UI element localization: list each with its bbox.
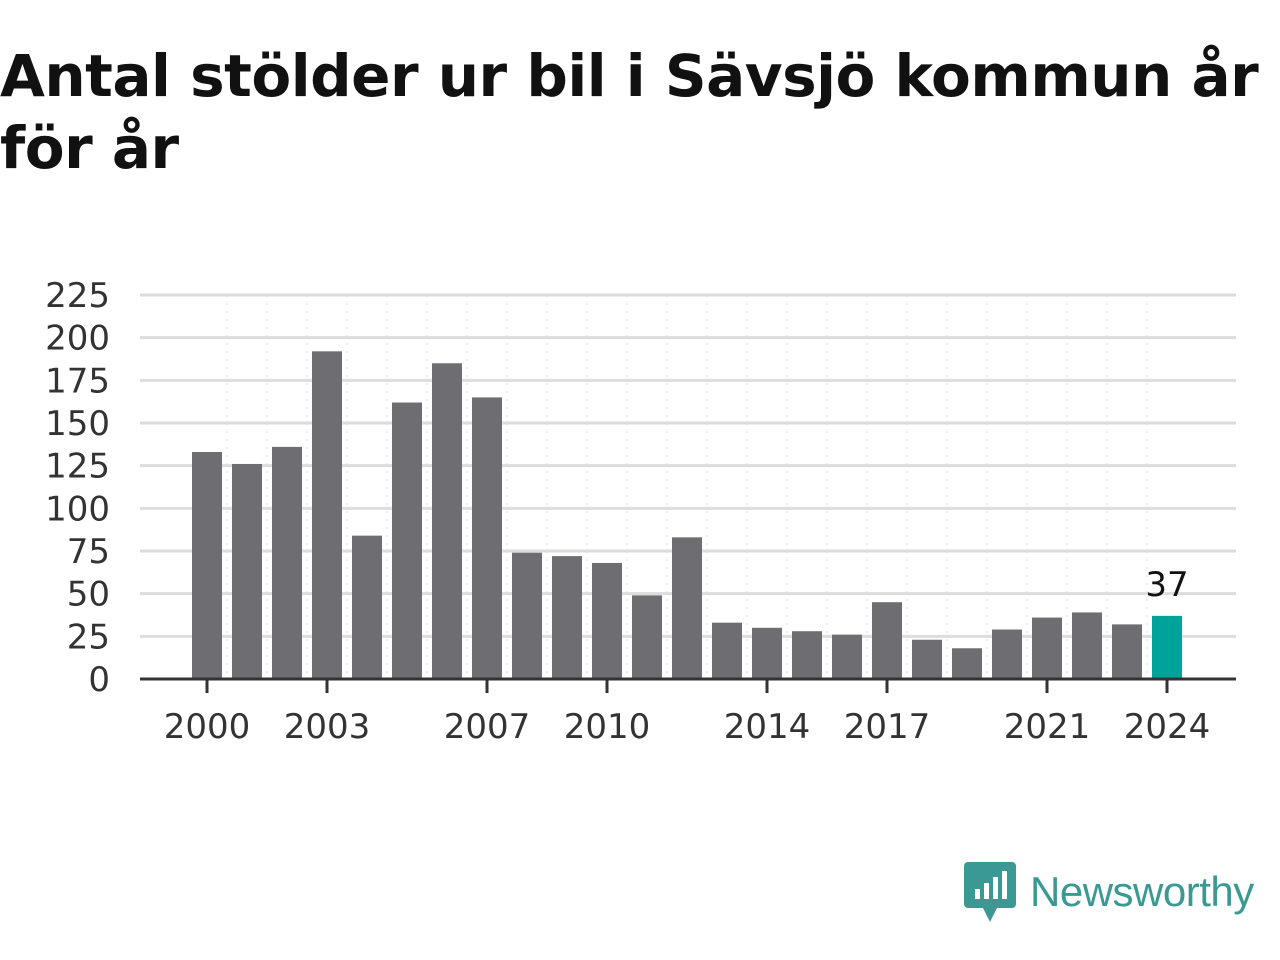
bar-2019 (952, 648, 982, 679)
y-tick-label: 50 (67, 575, 110, 615)
bar-2001 (232, 463, 262, 679)
y-tick-label: 125 (45, 447, 110, 487)
bar-2023 (1112, 624, 1142, 679)
bar-2013 (712, 622, 742, 679)
x-tick-label: 2000 (164, 707, 251, 747)
bar-2020 (992, 629, 1022, 679)
bar-2022 (1072, 612, 1102, 679)
bar-2005 (392, 402, 422, 679)
bar-2002 (272, 446, 302, 679)
x-tick-label: 2007 (444, 707, 531, 747)
bar-2009 (552, 556, 582, 679)
bar-2006 (432, 363, 462, 679)
bar-2010 (592, 562, 622, 679)
bar-2017 (872, 602, 902, 679)
brand-name: Newsworthy (1030, 868, 1254, 915)
x-tick-label: 2021 (1004, 707, 1091, 747)
bars (192, 351, 1182, 679)
bar-2015 (792, 631, 822, 679)
bar-2024 (1152, 615, 1182, 679)
bar-2012 (672, 537, 702, 679)
bar-2021 (1032, 617, 1062, 679)
y-tick-label: 75 (67, 532, 110, 572)
bar-2000 (192, 452, 222, 679)
bar-2014 (752, 627, 782, 679)
bar-2007 (472, 397, 502, 679)
bar-2004 (352, 535, 382, 679)
y-tick-label: 25 (67, 617, 110, 657)
bar-2018 (912, 639, 942, 679)
y-tick-label: 200 (45, 319, 110, 359)
newsworthy-logo-icon (964, 862, 1016, 922)
bar-2016 (832, 634, 862, 679)
x-tick-label: 2014 (724, 707, 811, 747)
bar-2003 (312, 351, 342, 679)
brand-logo: Newsworthy (964, 862, 1254, 922)
y-tick-label: 0 (88, 660, 110, 700)
bar-2011 (632, 595, 662, 679)
x-tick-label: 2024 (1124, 707, 1211, 747)
x-tick-label: 2017 (844, 707, 931, 747)
x-tick-label: 2003 (284, 707, 371, 747)
data-label: 37 (1145, 565, 1188, 605)
bar-2008 (512, 552, 542, 679)
chart-title: Antal stölder ur bil i Sävsjö kommun år … (0, 42, 1259, 182)
y-tick-label: 225 (45, 276, 110, 316)
y-tick-label: 175 (45, 361, 110, 401)
y-tick-label: 150 (45, 404, 110, 444)
x-axis (140, 677, 1236, 693)
y-tick-label: 100 (45, 489, 110, 529)
x-tick-label: 2010 (564, 707, 651, 747)
